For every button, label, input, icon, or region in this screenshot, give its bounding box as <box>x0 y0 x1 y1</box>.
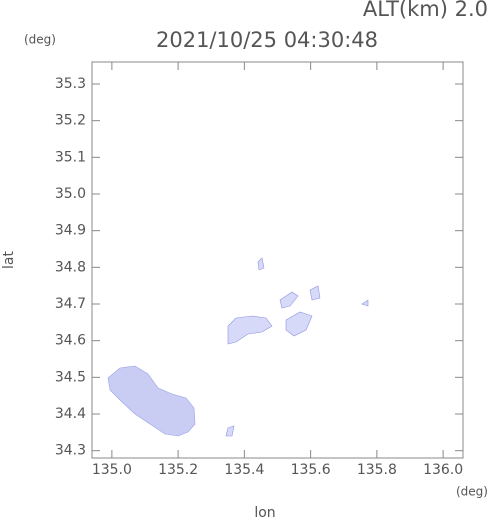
radar-echoes <box>107 257 369 437</box>
x-tick-label: 136.0 <box>423 462 463 478</box>
x-tick-label: 135.4 <box>224 462 264 478</box>
y-tick-label: 35.1 <box>55 149 86 165</box>
y-tick-label: 34.7 <box>55 296 86 312</box>
echo-area <box>107 365 196 437</box>
x-tick-label: 135.0 <box>92 462 132 478</box>
echo-area <box>279 291 299 309</box>
y-tick-label: 34.5 <box>55 369 86 385</box>
x-tick-label: 135.2 <box>158 462 198 478</box>
altitude-label: ALT(km) 2.0 <box>363 0 488 21</box>
y-tick-label: 34.4 <box>55 406 86 422</box>
y-tick-label: 35.0 <box>55 186 86 202</box>
y-axis-label: lat <box>1 251 17 269</box>
y-tick-label: 35.3 <box>55 76 86 92</box>
echo-area <box>225 425 235 437</box>
x-unit: (deg) <box>456 485 488 499</box>
plot-frame <box>91 61 464 459</box>
chart-title: 2021/10/25 04:30:48 <box>156 28 378 52</box>
x-tick-label: 135.8 <box>357 462 397 478</box>
x-tick-label: 135.6 <box>291 462 331 478</box>
x-axis-label: lon <box>254 505 275 521</box>
echo-area <box>285 311 313 337</box>
echo-area <box>309 285 321 301</box>
echo-area <box>361 299 369 307</box>
y-unit: (deg) <box>24 33 56 47</box>
y-tick-label: 34.9 <box>55 223 86 239</box>
y-tick-label: 35.2 <box>55 113 86 129</box>
echo-area <box>257 257 265 271</box>
y-tick-label: 34.8 <box>55 259 86 275</box>
echo-area <box>227 315 273 345</box>
y-tick-label: 34.3 <box>55 443 86 459</box>
y-tick-label: 34.6 <box>55 333 86 349</box>
